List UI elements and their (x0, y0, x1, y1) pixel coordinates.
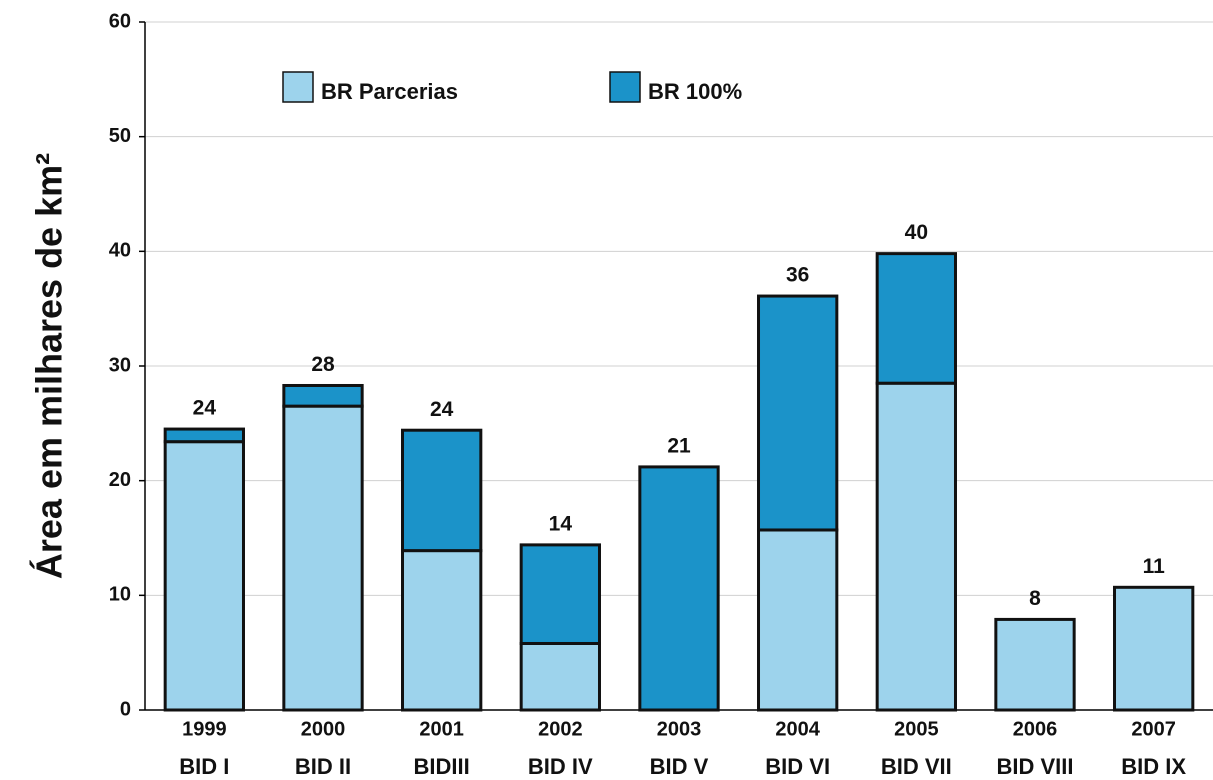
total-label: 40 (905, 221, 928, 244)
x-sublabel: BID VI (765, 754, 830, 779)
bar-segment (401, 549, 483, 712)
x-sublabel: BID I (179, 754, 229, 779)
bar-segment (163, 440, 245, 712)
y-tick-label: 60 (109, 10, 131, 32)
y-tick-label: 10 (109, 584, 131, 606)
bar-segment (282, 404, 364, 712)
x-tick-label: 2005 (894, 718, 939, 740)
x-tick-label: 1999 (182, 718, 227, 740)
legend-label: BR Parcerias (321, 79, 458, 104)
x-sublabel: BID VIII (996, 754, 1073, 779)
y-tick-label: 0 (120, 698, 131, 720)
x-tick-label: 2004 (775, 718, 820, 740)
x-tick-label: 2003 (657, 718, 702, 740)
total-label: 8 (1029, 587, 1041, 610)
total-label: 21 (667, 434, 691, 457)
x-sublabel: BID IX (1121, 754, 1186, 779)
total-label: 14 (549, 512, 573, 535)
total-label: 28 (311, 353, 335, 376)
bar-segment (282, 383, 364, 408)
x-sublabel: BID IV (528, 754, 593, 779)
total-label: 24 (193, 397, 217, 420)
bar-segment (401, 428, 483, 553)
legend-swatch (282, 71, 314, 103)
y-tick-label: 40 (109, 240, 131, 262)
bar-segment (757, 528, 839, 712)
bar-segment (519, 641, 601, 712)
x-tick-label: 2001 (419, 718, 464, 740)
total-label: 24 (430, 398, 454, 421)
legend-label: BR 100% (648, 79, 742, 104)
x-sublabel: BIDIII (414, 754, 470, 779)
total-label: 11 (1143, 555, 1166, 578)
x-tick-label: 2007 (1131, 718, 1176, 740)
x-sublabel: BID II (295, 754, 351, 779)
legend-swatch (609, 71, 641, 103)
y-tick-label: 50 (109, 125, 131, 147)
x-tick-label: 2006 (1013, 718, 1058, 740)
x-tick-label: 2000 (301, 718, 346, 740)
y-tick-label: 20 (109, 469, 131, 491)
bar-segment (875, 381, 957, 712)
bar-segment (994, 617, 1076, 712)
bar-segment (1113, 585, 1195, 712)
x-sublabel: BID V (650, 754, 709, 779)
x-tick-label: 2002 (538, 718, 583, 740)
x-sublabel: BID VII (881, 754, 952, 779)
y-tick-label: 30 (109, 354, 131, 376)
y-axis-label: Área em milhares de km² (29, 153, 70, 579)
bar-segment (875, 252, 957, 385)
bar-segment (163, 427, 245, 444)
bar-segment (638, 465, 720, 712)
total-label: 36 (786, 264, 809, 287)
bar-segment (757, 294, 839, 532)
bar-segment (519, 543, 601, 645)
